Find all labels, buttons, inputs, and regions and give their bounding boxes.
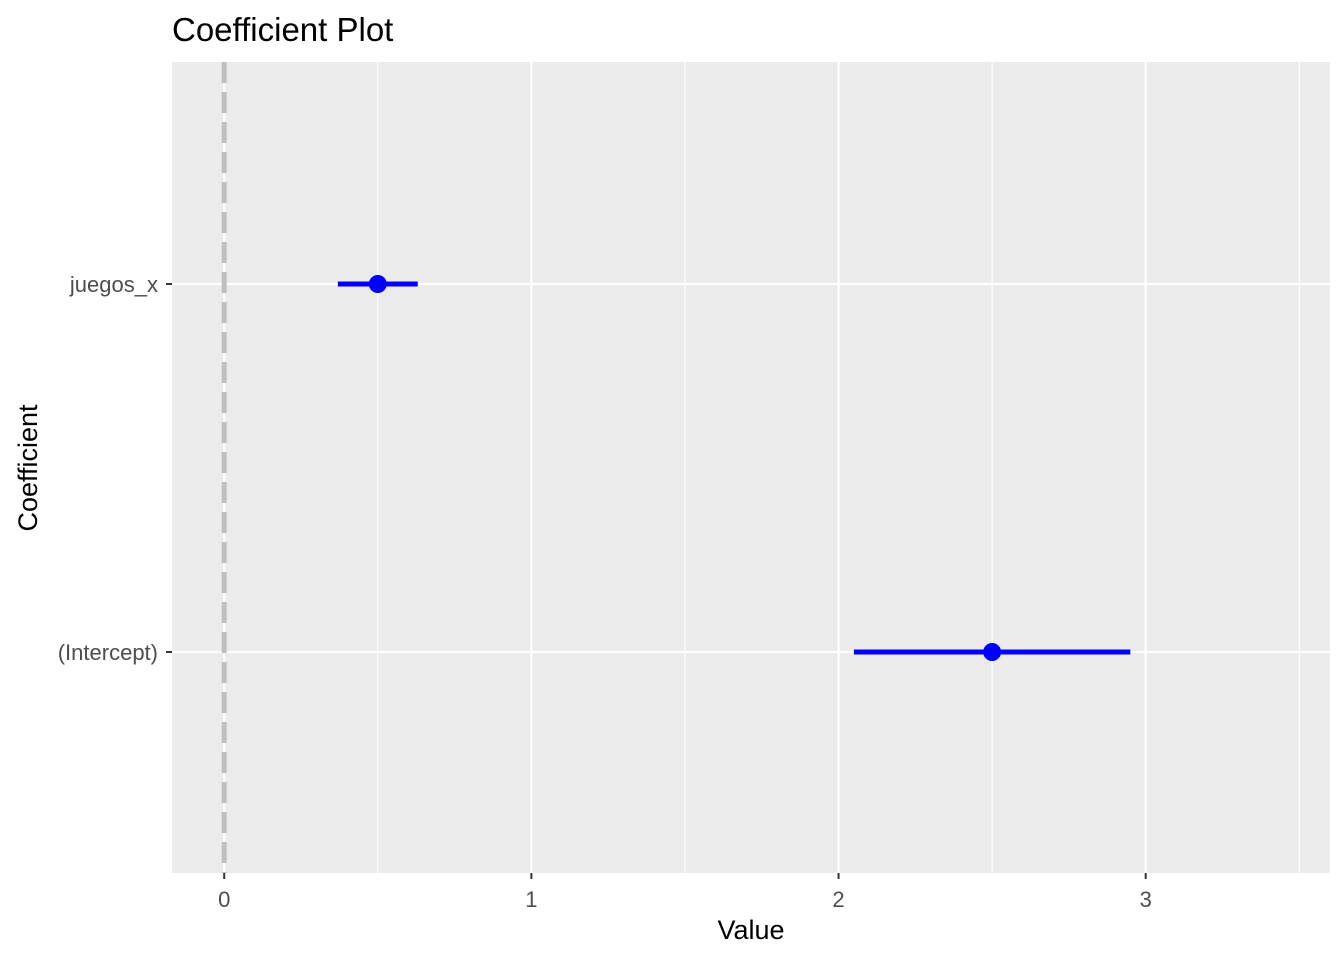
plot-panel: [172, 62, 1330, 873]
x-tick-label: 3: [1140, 887, 1152, 912]
coefficient-point: [983, 643, 1002, 661]
coefficient-point: [368, 275, 387, 293]
x-tick-label: 2: [832, 887, 844, 912]
y-tick-label: (Intercept): [58, 640, 158, 665]
x-tick-label: 0: [218, 887, 230, 912]
coefficient-marks: [337, 275, 1131, 661]
y-axis-title: Coefficient: [13, 404, 43, 532]
y-tick-label: juegos_x: [69, 272, 158, 297]
x-axis: 0 1 2 3: [218, 873, 1152, 912]
x-tick-label: 1: [525, 887, 537, 912]
y-axis: juegos_x (Intercept): [58, 272, 172, 665]
minor-gridlines: [377, 62, 1300, 873]
x-axis-title: Value: [717, 915, 784, 945]
chart-title: Coefficient Plot: [172, 11, 393, 48]
